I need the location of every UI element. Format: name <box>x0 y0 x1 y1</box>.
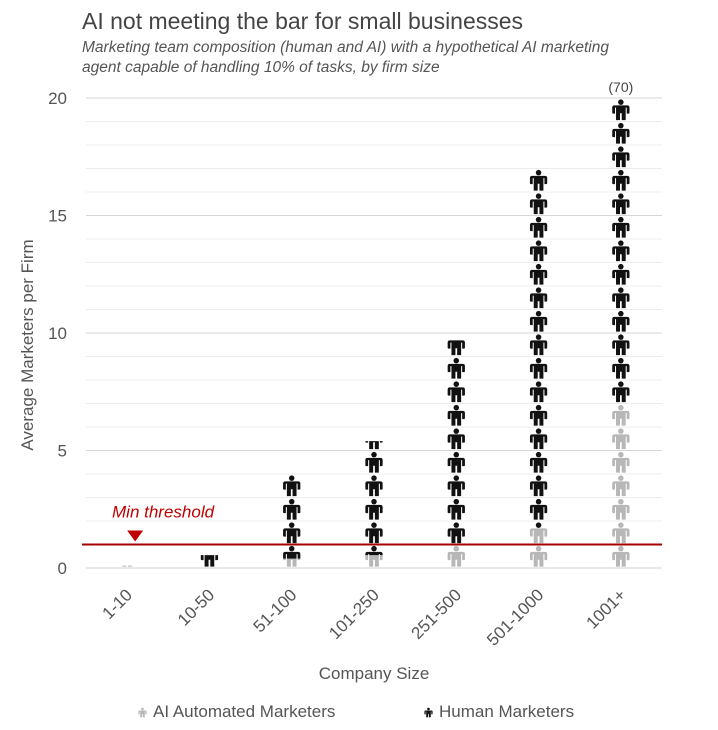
chart-subtitle: Marketing team composition (human and AI… <box>82 39 609 76</box>
person-icon <box>283 522 301 544</box>
person-icon <box>529 545 548 567</box>
person-icon <box>283 545 301 559</box>
person-icon <box>529 357 548 379</box>
person-icon <box>529 310 548 332</box>
stack-ai <box>118 565 136 567</box>
person-icon <box>612 522 630 544</box>
person-icon <box>447 522 465 544</box>
stack-ai <box>447 545 465 567</box>
threshold-label: Min threshold <box>112 503 215 522</box>
x-tick-label: 51-100 <box>250 585 301 636</box>
x-tick-label: 101-250 <box>325 585 383 643</box>
y-tick-label: 0 <box>58 559 67 578</box>
person-icon <box>365 451 383 473</box>
legend-label-ai: AI Automated Marketers <box>153 702 336 721</box>
person-icon <box>447 451 465 473</box>
stack-human <box>447 340 465 544</box>
person-icon <box>447 357 465 379</box>
person-icon <box>612 122 630 144</box>
bar-annotation: (70) <box>608 79 633 95</box>
x-tick-label: 251-500 <box>408 585 466 643</box>
legend-label-human: Human Marketers <box>439 702 575 721</box>
person-icon <box>612 498 630 520</box>
person-icon <box>612 146 630 168</box>
person-icon <box>529 428 548 450</box>
y-tick-label: 5 <box>58 442 67 461</box>
person-icon <box>529 381 548 403</box>
person-icon <box>612 240 630 262</box>
threshold-marker-icon <box>127 530 144 542</box>
person-icon <box>612 357 630 379</box>
x-tick-label: 1-10 <box>98 585 135 622</box>
legend-item-ai: AI Automated Marketers <box>138 702 335 722</box>
person-icon <box>447 340 465 356</box>
legend-swatch-human-icon <box>424 706 433 719</box>
x-tick-label: 1001+ <box>582 585 629 632</box>
person-icon <box>283 498 301 520</box>
person-icon <box>612 475 630 497</box>
person-icon <box>365 498 383 520</box>
person-icon <box>447 475 465 497</box>
person-icon <box>529 404 548 426</box>
chart-title: AI not meeting the bar for small busines… <box>82 8 524 34</box>
person-icon <box>529 334 548 356</box>
person-icon <box>447 404 465 426</box>
person-icon <box>612 310 630 332</box>
person-icon <box>283 475 301 497</box>
y-tick-label: 10 <box>48 324 67 343</box>
person-icon <box>612 381 630 403</box>
person-icon <box>612 99 630 121</box>
person-icon <box>612 216 630 238</box>
person-icon <box>447 498 465 520</box>
y-tick-label: 20 <box>48 89 67 108</box>
person-icon <box>365 441 383 450</box>
person-icon <box>612 545 630 567</box>
person-icon <box>365 475 383 497</box>
person-icon <box>612 287 630 309</box>
person-icon <box>529 498 548 520</box>
person-icon <box>529 263 548 285</box>
legend-swatch-ai-icon <box>138 706 147 719</box>
person-icon <box>612 404 630 426</box>
person-icon <box>529 287 548 309</box>
y-axis-title: Average Marketers per Firm <box>18 239 37 450</box>
pictogram-chart: 0 5 10 15 20 Average Marketers per Firm 1-10 10… <box>18 79 662 683</box>
person-icon <box>529 240 548 262</box>
legend-item-human: Human Marketers <box>424 702 574 722</box>
stack-human <box>200 555 219 567</box>
person-icon <box>365 522 383 544</box>
x-tick-label: 501-1000 <box>483 585 547 649</box>
person-icon <box>529 193 548 215</box>
y-tick-label: 15 <box>48 207 67 226</box>
person-icon <box>529 451 548 473</box>
person-icon <box>529 216 548 238</box>
person-icon <box>529 169 548 191</box>
person-icon <box>612 169 630 191</box>
person-icon <box>612 334 630 356</box>
person-icon <box>447 381 465 403</box>
person-icon <box>447 428 465 450</box>
person-icon <box>612 263 630 285</box>
stack-ai <box>612 404 630 567</box>
person-icon <box>447 545 465 567</box>
x-axis-title: Company Size <box>319 664 430 683</box>
person-icon <box>529 475 548 497</box>
person-icon <box>118 565 136 567</box>
person-icon <box>612 451 630 473</box>
x-tick-label: 10-50 <box>174 585 218 629</box>
person-icon <box>612 428 630 450</box>
person-icon <box>200 555 219 567</box>
person-icon <box>612 193 630 215</box>
